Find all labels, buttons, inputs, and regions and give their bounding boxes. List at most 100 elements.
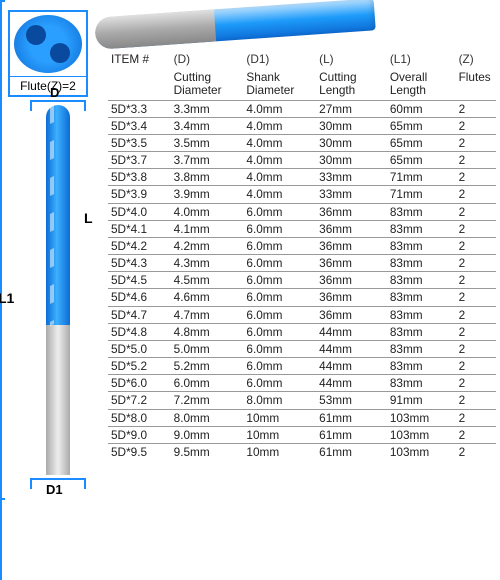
drill-bit-vertical-illustration (46, 105, 70, 475)
table-cell: 65mm (387, 135, 456, 152)
col-header: (L1) Overall Length (387, 52, 456, 100)
table-cell: 5D*3.4 (108, 117, 171, 134)
table-cell: 2 (456, 135, 496, 152)
table-cell: 2 (456, 169, 496, 186)
table-cell: 10mm (243, 409, 316, 426)
table-cell: 2 (456, 117, 496, 134)
table-cell: 65mm (387, 117, 456, 134)
table-cell: 2 (456, 186, 496, 203)
table-cell: 3.3mm (171, 100, 244, 117)
table-cell: 103mm (387, 426, 456, 443)
table-cell: 83mm (387, 203, 456, 220)
table-cell: 83mm (387, 220, 456, 237)
table-cell: 5D*4.6 (108, 289, 171, 306)
table-cell: 2 (456, 323, 496, 340)
table-row: 5D*3.73.7mm4.0mm30mm65mm2 (108, 152, 496, 169)
table-cell: 6.0mm (171, 375, 244, 392)
spec-table: ITEM #(D)Cutting Diameter(D1)Shank Diame… (108, 52, 496, 460)
dimension-label-d1: D1 (46, 482, 63, 497)
col-label: Overall Length (390, 70, 427, 98)
table-row: 5D*5.05.0mm6.0mm44mm83mm2 (108, 340, 496, 357)
table-row: 5D*4.24.2mm6.0mm36mm83mm2 (108, 237, 496, 254)
table-row: 5D*4.04.0mm6.0mm36mm83mm2 (108, 203, 496, 220)
table-cell: 3.7mm (171, 152, 244, 169)
table-cell: 5D*8.0 (108, 409, 171, 426)
table-cell: 4.0mm (171, 203, 244, 220)
flute-label: Flute(Z)=2 (10, 76, 86, 95)
table-cell: 10mm (243, 426, 316, 443)
table-cell: 36mm (316, 220, 387, 237)
table-cell: 36mm (316, 237, 387, 254)
table-cell: 3.4mm (171, 117, 244, 134)
table-cell: 9.0mm (171, 426, 244, 443)
table-cell: 65mm (387, 152, 456, 169)
table-cell: 6.0mm (243, 358, 316, 375)
table-cell: 5D*6.0 (108, 375, 171, 392)
table-cell: 3.9mm (171, 186, 244, 203)
table-cell: 5D*3.7 (108, 152, 171, 169)
table-cell: 4.0mm (243, 117, 316, 134)
table-cell: 83mm (387, 340, 456, 357)
col-header: (L)Cutting Length (316, 52, 387, 100)
table-cell: 71mm (387, 169, 456, 186)
table-cell: 3.5mm (171, 135, 244, 152)
table-row: 5D*3.53.5mm4.0mm30mm65mm2 (108, 135, 496, 152)
table-cell: 2 (456, 203, 496, 220)
table-cell: 83mm (387, 375, 456, 392)
table-cell: 5D*3.8 (108, 169, 171, 186)
table-cell: 30mm (316, 152, 387, 169)
table-cell: 3.8mm (171, 169, 244, 186)
table-row: 5D*3.33.3mm4.0mm27mm60mm2 (108, 100, 496, 117)
table-cell: 83mm (387, 237, 456, 254)
table-cell: 5D*4.7 (108, 306, 171, 323)
table-row: 5D*4.64.6mm6.0mm36mm83mm2 (108, 289, 496, 306)
col-header: (D1)Shank Diameter (243, 52, 316, 100)
table-cell: 5.0mm (171, 340, 244, 357)
table-cell: 2 (456, 392, 496, 409)
table-cell: 4.3mm (171, 255, 244, 272)
col-code: (L) (319, 53, 384, 67)
table-cell: 6.0mm (243, 237, 316, 254)
table-cell: 6.0mm (243, 203, 316, 220)
table-cell: 91mm (387, 392, 456, 409)
table-cell: 5D*4.3 (108, 255, 171, 272)
table-cell: 2 (456, 237, 496, 254)
col-code: (D1) (246, 53, 313, 67)
table-cell: 5D*5.0 (108, 340, 171, 357)
table-cell: 5D*4.2 (108, 237, 171, 254)
table-cell: 36mm (316, 306, 387, 323)
table-cell: 5D*3.9 (108, 186, 171, 203)
table-cell: 6.0mm (243, 255, 316, 272)
table-row: 5D*5.25.2mm6.0mm44mm83mm2 (108, 358, 496, 375)
table-cell: 4.0mm (243, 135, 316, 152)
table-cell: 83mm (387, 289, 456, 306)
drill-flute-section (46, 105, 70, 325)
table-cell: 5D*9.5 (108, 443, 171, 460)
table-cell: 5D*3.5 (108, 135, 171, 152)
table-cell: 2 (456, 220, 496, 237)
table-cell: 44mm (316, 340, 387, 357)
table-cell: 103mm (387, 443, 456, 460)
col-label: Flutes (459, 70, 491, 84)
table-cell: 60mm (387, 100, 456, 117)
dimension-bracket-l1 (0, 215, 2, 580)
table-row: 5D*9.09.0mm10mm61mm103mm2 (108, 426, 496, 443)
table-cell: 6.0mm (243, 272, 316, 289)
flute-tip-icon (14, 15, 82, 73)
col-code: (Z) (459, 53, 493, 67)
table-cell: 44mm (316, 358, 387, 375)
col-code: (L1) (390, 53, 453, 67)
table-cell: 5D*4.0 (108, 203, 171, 220)
table-cell: 2 (456, 289, 496, 306)
table-cell: 4.6mm (171, 289, 244, 306)
table-cell: 4.1mm (171, 220, 244, 237)
dimension-bracket-l (0, 0, 2, 215)
table-cell: 9.5mm (171, 443, 244, 460)
table-cell: 61mm (316, 443, 387, 460)
table-cell: 61mm (316, 426, 387, 443)
table-cell: 8.0mm (171, 409, 244, 426)
table-cell: 83mm (387, 272, 456, 289)
table-cell: 2 (456, 375, 496, 392)
table-cell: 83mm (387, 323, 456, 340)
table-cell: 6.0mm (243, 375, 316, 392)
